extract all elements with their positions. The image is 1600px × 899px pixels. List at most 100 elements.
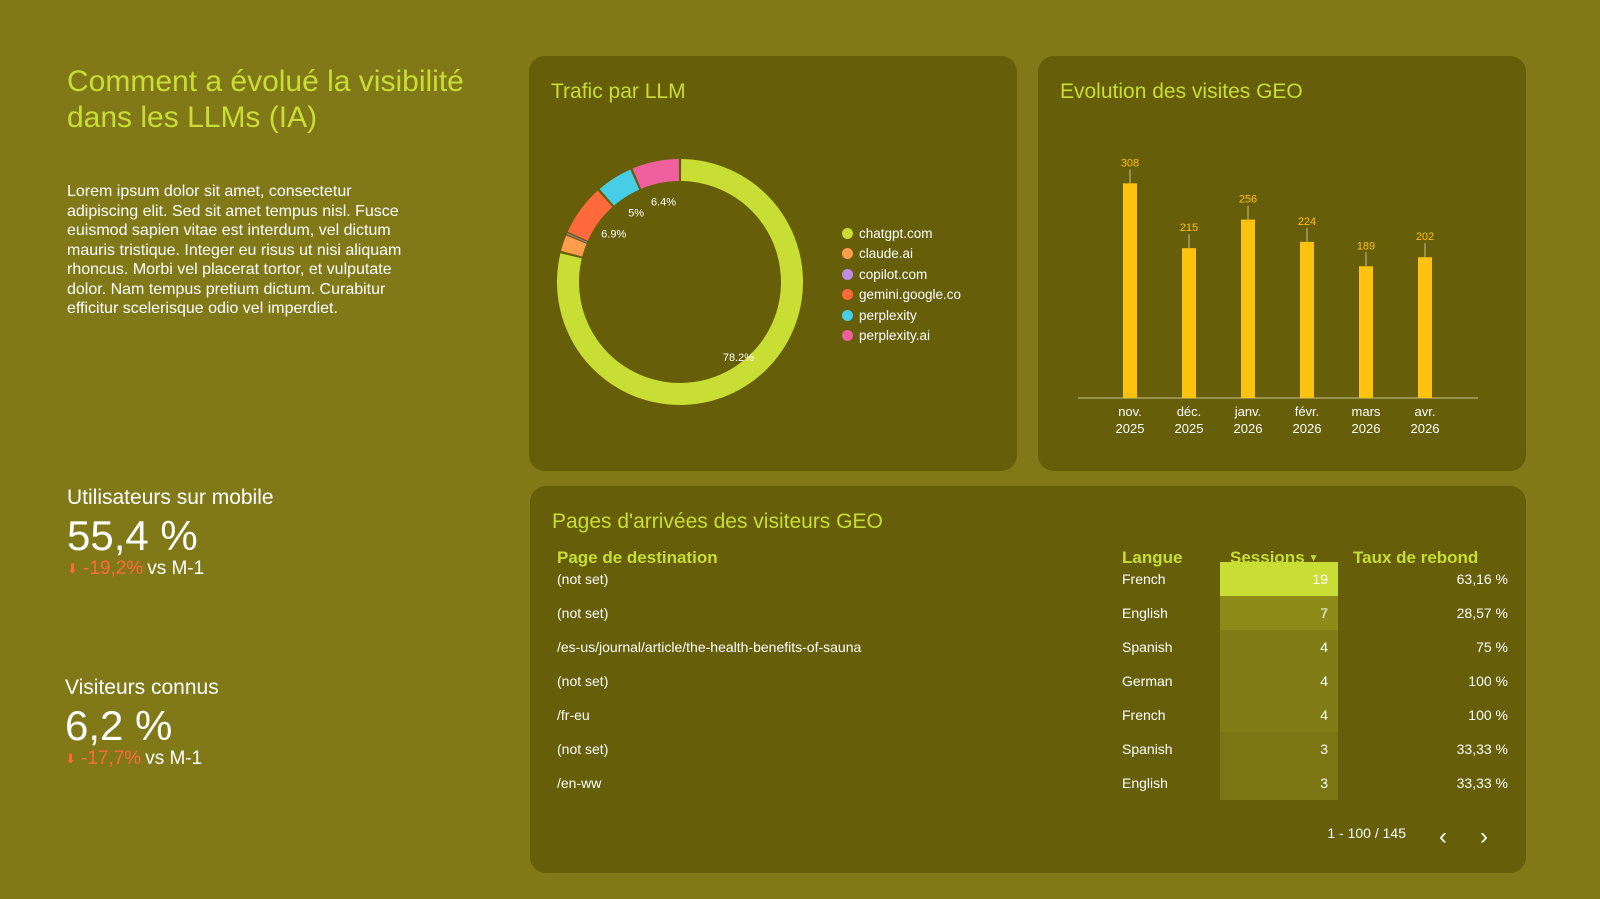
card-title: Pages d'arrivées des visiteurs GEO [552,510,883,533]
legend-swatch [842,289,853,301]
legend-item[interactable]: copilot.com [842,264,961,285]
x-tick-label: 2026 [1293,421,1322,436]
cell-language: French [1122,707,1166,723]
arrow-down-icon: ⬇ [65,751,76,766]
kpi-delta-value: -17,7% [81,748,142,769]
donut-data-label: 78.2% [723,352,754,364]
bar[interactable] [1123,183,1137,398]
donut-slice-claude-ai[interactable] [560,235,587,257]
legend-label: claude.ai [859,246,914,262]
table-row[interactable]: /en-ww English 3 33,33 % [530,766,1526,800]
legend-item[interactable]: chatgpt.com [842,223,961,244]
legend-item[interactable]: gemini.google.co [842,285,961,306]
donut-data-label: 6.9% [601,229,626,241]
cell-sessions: 19 [1220,562,1338,596]
bar[interactable] [1418,257,1432,398]
kpi-known-visitors: Visiteurs connus 6,2 % ⬇ -17,7% vs M-1 [65,676,465,770]
table-row[interactable]: /fr-eu French 4 100 % [530,698,1526,732]
kpi-label: Visiteurs connus [65,676,219,699]
table-row[interactable]: (not set) French 19 63,16 % [530,562,1526,596]
donut-slice-gemini-google-co[interactable] [567,190,613,241]
donut-chart[interactable]: 78.2% 6.9%5% 6.4% [529,126,829,426]
legend-item[interactable]: claude.ai [842,244,961,265]
column-header-bounce[interactable]: Taux de rebond [1353,548,1479,567]
cell-language: German [1122,673,1173,689]
cell-language: French [1122,571,1166,587]
pagination-label: 1 - 100 / 145 [1327,825,1406,841]
cell-page: (not set) [557,741,609,757]
x-tick-label: avr. [1415,404,1436,419]
cell-sessions: 4 [1220,698,1338,732]
page-title: Comment a évolué la visibilité dans les … [67,65,464,134]
legend-item[interactable]: perplexity.ai [842,326,961,347]
bar[interactable] [1359,266,1373,398]
kpi-mobile-users: Utilisateurs sur mobile 55,4 % ⬇ -19,2% … [67,486,467,580]
legend-item[interactable]: perplexity [842,305,961,326]
cell-language: English [1122,605,1168,621]
donut-slice-perplexity[interactable] [599,169,640,206]
legend-label: copilot.com [859,266,928,282]
table-row[interactable]: (not set) German 4 100 % [530,664,1526,698]
cell-page: /es-us/journal/article/the-health-benefi… [557,639,862,655]
x-tick-label: janv. [1234,404,1262,419]
chart-legend: chatgpt.com claude.ai copilot.com gemini.go… [842,223,961,346]
x-tick-label: févr. [1295,404,1320,419]
cell-page: (not set) [557,571,609,587]
x-tick-label: 2026 [1411,421,1440,436]
table-row[interactable]: (not set) Spanish 3 33,33 % [530,732,1526,766]
donut-slice-perplexity-ai[interactable] [632,159,679,189]
x-tick-label: déc. [1177,404,1202,419]
cell-bounce-rate: 100 % [1468,707,1508,723]
kpi-label: Utilisateurs sur mobile [67,486,274,509]
kpi-value: 55,4 % [67,512,198,559]
cell-sessions: 7 [1220,596,1338,630]
geo-visits-card: Evolution des visites GEO 308 nov. 2025 215… [1038,56,1526,471]
x-tick-label: mars [1352,404,1381,419]
donut-data-label: 6.4% [651,197,676,209]
cell-sessions: 3 [1220,732,1338,766]
kpi-delta-value: -19,2% [83,558,144,579]
legend-label: gemini.google.co [859,287,962,303]
llm-traffic-card: Trafic par LLM 78.2% 6.9% 5% 6.4% chatgpt.c… [529,56,1017,471]
bar-data-label: 202 [1416,231,1434,243]
x-tick-label: 2025 [1116,421,1145,436]
x-tick-label: nov. [1118,404,1142,419]
column-header-page[interactable]: Page de destination [557,548,718,567]
chevron-right-icon[interactable]: › [1480,823,1488,850]
cell-language: Spanish [1122,741,1173,757]
kpi-value: 6,2 % [65,702,173,749]
kpi-delta-suffix: vs M-1 [147,558,205,579]
kpi-delta: ⬇ -17,7% vs M-1 [65,748,465,770]
bar[interactable] [1300,241,1314,398]
cell-sessions: 4 [1220,664,1338,698]
bar-data-label: 256 [1239,194,1257,206]
landing-pages-card: Pages d'arrivées des visiteurs GEO Page … [530,486,1526,873]
x-tick-label: 2025 [1175,421,1204,436]
legend-swatch [842,309,853,321]
cell-language: English [1122,775,1168,791]
legend-swatch [842,227,853,239]
cell-bounce-rate: 63,16 % [1456,571,1508,587]
cell-page: /fr-eu [557,707,590,723]
table-row[interactable]: /es-us/journal/article/the-health-benefi… [530,630,1526,664]
bar-data-label: 224 [1298,216,1316,228]
legend-swatch [842,268,853,280]
chevron-left-icon[interactable]: ‹ [1439,823,1447,850]
donut-slice-copilot-com[interactable] [566,233,588,243]
cell-language: Spanish [1122,639,1173,655]
x-tick-label: 2026 [1234,421,1263,436]
donut-data-label: 5% [628,208,644,220]
arrow-down-icon: ⬇ [67,561,78,576]
kpi-delta-suffix: vs M-1 [145,748,203,769]
bar[interactable] [1182,248,1196,398]
kpi-delta: ⬇ -19,2% vs M-1 [67,558,467,580]
bar[interactable] [1241,219,1255,398]
bar-chart[interactable]: 308 nov. 2025 215 déc. 2025 256 janv. 2026 224 fév… [1038,56,1526,471]
bar-data-label: 215 [1180,222,1198,234]
column-header-language[interactable]: Langue [1122,548,1183,567]
cell-sessions: 3 [1220,766,1338,800]
cell-page: (not set) [557,673,609,689]
bar-data-label: 189 [1357,240,1375,252]
card-title: Evolution des visites GEO [1060,80,1303,103]
table-row[interactable]: (not set) English 7 28,57 % [530,596,1526,630]
